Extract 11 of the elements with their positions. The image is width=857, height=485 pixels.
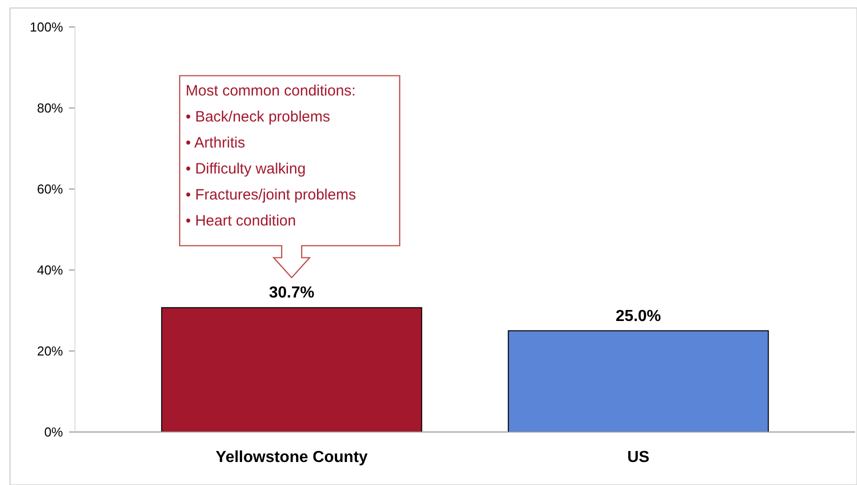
data-label: 30.7% [268, 284, 314, 302]
y-tick-label: 40% [36, 262, 64, 278]
x-tick-label: US [627, 449, 650, 466]
annotation: Most common conditions: • Back/neck problems • Arthritis • Difficulty walking • Fractures/joint problems • Heart condition [186, 82, 356, 230]
y-tick-label: 0% [44, 424, 64, 440]
data-label: 25.0% [616, 308, 662, 325]
x-tick-label: Yellowstone County [216, 449, 368, 466]
y-tick-label: 100% [30, 20, 64, 35]
y-tick-label: 60% [36, 182, 64, 197]
y-tick-label: 80% [36, 100, 64, 116]
y-tick-label: 20% [36, 344, 64, 359]
